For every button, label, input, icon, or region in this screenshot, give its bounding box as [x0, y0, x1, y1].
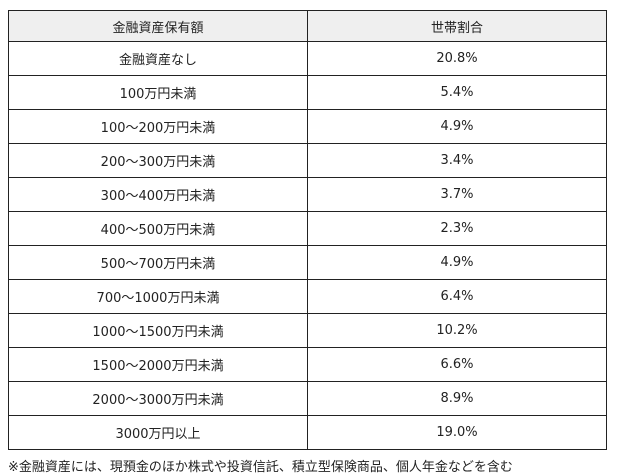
- table-row: 200～300万円未満 3.4%: [8, 143, 607, 178]
- table-row: 400～500万円未満 2.3%: [8, 211, 607, 246]
- household-ratio-cell: 6.4%: [307, 279, 607, 314]
- table-row: 1500～2000万円未満 6.6%: [8, 347, 607, 382]
- asset-amount-cell: 1000～1500万円未満: [8, 313, 308, 348]
- household-ratio-cell: 5.4%: [307, 75, 607, 110]
- table-row: 500～700万円未満 4.9%: [8, 245, 607, 280]
- asset-amount-cell: 400～500万円未満: [8, 211, 308, 246]
- header-asset-amount: 金融資産保有額: [8, 10, 308, 42]
- asset-distribution-table: 金融資産保有額 世帯割合 金融資産なし 20.8% 100万円未満 5.4% 100～2…: [8, 10, 607, 450]
- household-ratio-cell: 20.8%: [307, 41, 607, 76]
- footnote: ※金融資産には、現預金のほか株式や投資信託、積立型保険商品、個人年金などを含む: [8, 460, 513, 475]
- asset-amount-cell: 100万円未満: [8, 75, 308, 110]
- table-row: 100～200万円未満 4.9%: [8, 109, 607, 144]
- table-row: 100万円未満 5.4%: [8, 75, 607, 110]
- household-ratio-cell: 10.2%: [307, 313, 607, 348]
- asset-amount-cell: 300～400万円未満: [8, 177, 308, 212]
- asset-amount-cell: 700～1000万円未満: [8, 279, 308, 314]
- header-household-ratio: 世帯割合: [307, 10, 607, 42]
- asset-amount-cell: 200～300万円未満: [8, 143, 308, 178]
- table-row: 1000～1500万円未満 10.2%: [8, 313, 607, 348]
- household-ratio-cell: 4.9%: [307, 109, 607, 144]
- household-ratio-cell: 19.0%: [307, 415, 607, 450]
- header-row: 金融資産保有額 世帯割合: [8, 10, 607, 42]
- household-ratio-cell: 2.3%: [307, 211, 607, 246]
- household-ratio-cell: 8.9%: [307, 381, 607, 416]
- table-row: 金融資産なし 20.8%: [8, 41, 607, 76]
- household-ratio-cell: 4.9%: [307, 245, 607, 280]
- table-row: 2000～3000万円未満 8.9%: [8, 381, 607, 416]
- household-ratio-cell: 3.4%: [307, 143, 607, 178]
- asset-amount-cell: 2000～3000万円未満: [8, 381, 308, 416]
- table-row: 700～1000万円未満 6.4%: [8, 279, 607, 314]
- asset-amount-cell: 金融資産なし: [8, 41, 308, 76]
- table-row: 3000万円以上 19.0%: [8, 415, 607, 450]
- asset-amount-cell: 100～200万円未満: [8, 109, 308, 144]
- household-ratio-cell: 3.7%: [307, 177, 607, 212]
- asset-amount-cell: 1500～2000万円未満: [8, 347, 308, 382]
- household-ratio-cell: 6.6%: [307, 347, 607, 382]
- table-row: 300～400万円未満 3.7%: [8, 177, 607, 212]
- asset-amount-cell: 500～700万円未満: [8, 245, 308, 280]
- asset-amount-cell: 3000万円以上: [8, 415, 308, 450]
